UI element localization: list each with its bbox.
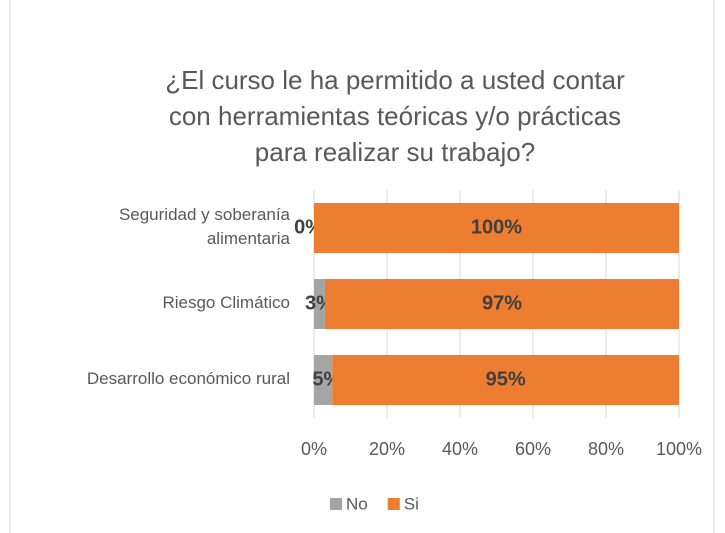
- legend-swatch: [387, 498, 400, 510]
- bar-segment: [314, 279, 325, 329]
- bar-segment: [324, 279, 679, 329]
- value-label: 100%: [471, 216, 522, 238]
- x-tick-label: 0%: [301, 439, 327, 459]
- x-tick-label: 60%: [515, 439, 551, 459]
- legend-label: No: [346, 494, 368, 513]
- x-tick-label: 100%: [656, 439, 702, 459]
- bar-segment: [332, 355, 679, 405]
- y-tick-label: Riesgo Climático: [162, 293, 290, 312]
- x-tick-label: 80%: [588, 439, 624, 459]
- y-tick-label: Seguridad y soberanía alimentaria: [119, 205, 291, 248]
- chart-title: ¿El curso le ha permitido a usted contar…: [165, 65, 625, 167]
- bar-segment: [314, 355, 333, 405]
- value-label: 95%: [486, 368, 526, 390]
- legend-label: Si: [404, 494, 419, 513]
- bar-segment: [314, 203, 679, 253]
- x-tick-label: 20%: [369, 439, 405, 459]
- y-tick-label: Desarrollo económico rural: [87, 369, 290, 388]
- x-tick-label: 40%: [442, 439, 478, 459]
- legend-swatch: [330, 498, 342, 510]
- value-label: 97%: [482, 292, 522, 314]
